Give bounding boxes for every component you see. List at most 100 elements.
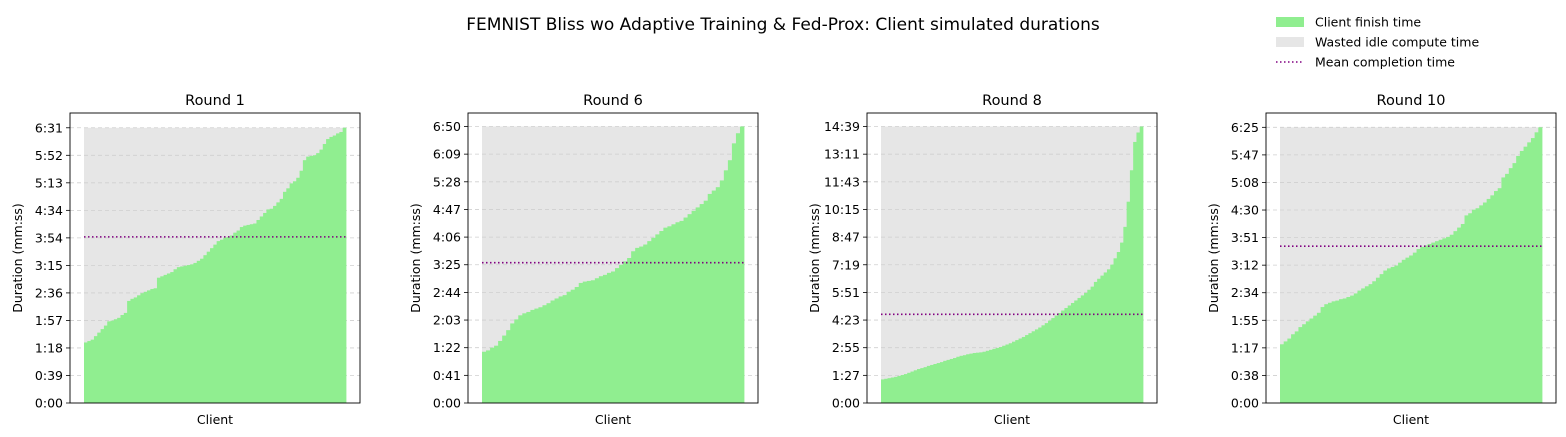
client-bar [1482, 202, 1488, 403]
client-bar [975, 352, 980, 403]
client-bar [1335, 300, 1340, 403]
axes-frame [69, 112, 361, 404]
client-bar [956, 356, 960, 403]
client-bar [542, 305, 547, 403]
client-bar [1464, 215, 1469, 403]
client-bar [610, 271, 616, 403]
client-bar [1015, 340, 1019, 403]
client-bar [1383, 270, 1388, 403]
client-bar [249, 224, 254, 403]
client-bar [1070, 302, 1075, 403]
subplot-title: Round 6 [583, 93, 643, 109]
y-tick-label: 14:39 [824, 119, 860, 134]
subplot-title: Round 8 [982, 93, 1042, 109]
client-bar [103, 325, 108, 403]
client-bar [1133, 141, 1137, 403]
client-bar [1324, 304, 1329, 403]
x-axis-label: Client [1393, 412, 1429, 427]
legend-label: Wasted idle compute time [1315, 35, 1479, 50]
client-bar [266, 209, 271, 403]
client-bar [1057, 313, 1062, 403]
client-bar [635, 247, 640, 403]
client-bar [1298, 327, 1303, 403]
y-tick-label: 1:22 [433, 340, 461, 355]
client-bar [731, 143, 737, 403]
client-bar [1353, 293, 1358, 403]
client-bar [727, 160, 733, 403]
client-bar [110, 320, 115, 403]
client-bar [1305, 321, 1310, 403]
client-bar [299, 170, 304, 403]
client-bar [1110, 264, 1114, 403]
client-bar [1064, 308, 1069, 403]
client-bar [1438, 239, 1443, 403]
client-bar [1316, 312, 1321, 403]
client-bar [229, 235, 234, 403]
client-bar [675, 222, 680, 403]
client-bar [739, 126, 745, 404]
y-axis-label: Duration (mm:ss) [807, 203, 822, 313]
client-bar [550, 300, 555, 403]
client-bar [276, 202, 281, 403]
client-bar [518, 315, 523, 403]
client-bar [296, 177, 300, 403]
client-bar [1313, 315, 1318, 403]
client-bar [992, 348, 997, 403]
legend-swatch [1276, 17, 1304, 27]
client-bar [1077, 297, 1082, 403]
client-bar [120, 315, 125, 403]
client-bar [219, 239, 224, 403]
chart-title: FEMNIST Bliss wo Adaptive Training & Fed… [466, 15, 1100, 35]
client-bar [1136, 132, 1141, 403]
client-bar [554, 298, 559, 403]
y-tick-label: 1:55 [1231, 313, 1259, 328]
y-tick-label: 6:09 [433, 147, 461, 162]
client-bar [216, 241, 221, 403]
y-tick-label: 4:30 [1231, 203, 1259, 218]
y-tick-label: 1:27 [832, 368, 860, 383]
client-bar [903, 374, 908, 403]
client-bar [1126, 201, 1131, 403]
client-bar [917, 369, 921, 403]
client-bar [1375, 277, 1381, 403]
client-bar [107, 321, 111, 403]
client-bar [1468, 213, 1473, 403]
client-bar [703, 200, 709, 403]
y-tick-label: 1:17 [1231, 340, 1259, 355]
client-bar [1034, 329, 1039, 403]
client-bar [1021, 336, 1026, 403]
client-bar [570, 289, 576, 403]
client-bar [966, 354, 970, 403]
client-bar [995, 347, 1000, 403]
y-tick-label: 13:11 [824, 147, 860, 162]
y-tick-label: 4:47 [433, 202, 461, 217]
y-tick-label: 11:43 [824, 174, 860, 189]
client-bar [130, 298, 135, 403]
client-bar [1460, 223, 1465, 403]
y-tick-label: 10:15 [824, 202, 860, 217]
client-bar [1449, 234, 1454, 403]
client-bar [143, 291, 148, 403]
client-bar [282, 191, 287, 403]
client-bar [309, 155, 314, 403]
y-tick-label: 3:15 [35, 258, 63, 273]
client-bar [695, 207, 701, 403]
y-tick-label: 5:52 [35, 148, 63, 163]
client-bar [936, 363, 941, 403]
y-tick-label: 0:00 [1231, 396, 1259, 411]
legend-swatch [1276, 37, 1304, 47]
y-tick-label: 5:47 [1231, 147, 1259, 162]
client-bar [1379, 274, 1384, 403]
client-bar [113, 319, 118, 403]
client-bar [253, 223, 257, 403]
client-bar [1446, 236, 1451, 403]
client-bar [1416, 249, 1421, 403]
client-bar [127, 300, 131, 403]
client-bar [687, 214, 692, 403]
y-tick-label: 5:51 [832, 285, 860, 300]
legend-label: Client finish time [1315, 15, 1421, 30]
client-bar [1103, 272, 1108, 403]
y-tick-label: 2:34 [1231, 285, 1259, 300]
client-bar [631, 251, 636, 403]
y-tick-label: 1:18 [35, 340, 63, 355]
